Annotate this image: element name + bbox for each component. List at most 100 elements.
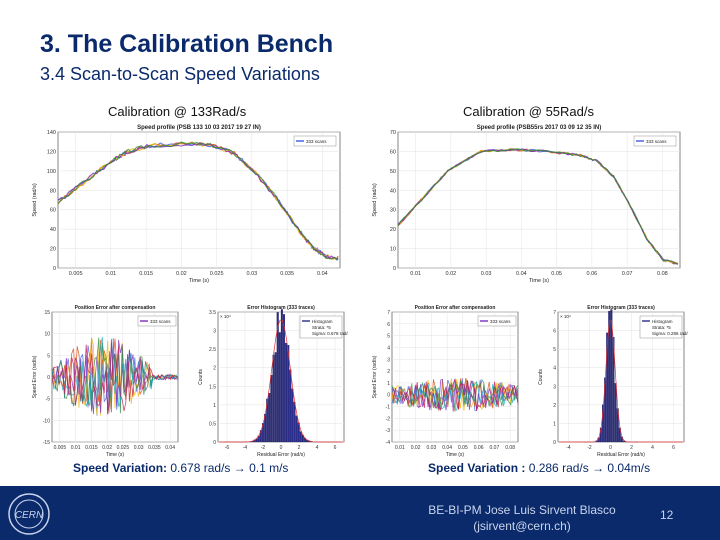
histogram-bar — [610, 309, 613, 443]
y-tick-label: 60 — [50, 208, 56, 214]
y-tick-label: 6 — [387, 322, 390, 328]
x-tick-label: 2 — [630, 445, 633, 451]
y-tick-label: 3 — [213, 329, 216, 335]
column-heading-left: Calibration @ 133Rad/s — [108, 104, 247, 119]
x-tick-label: 0.035 — [280, 271, 294, 277]
speed-variation-left: Speed Variation: 0.678 rad/s → 0.1 m/s — [73, 461, 289, 475]
legend-entry: Strata: *5 — [652, 325, 671, 330]
histogram-bar — [274, 352, 277, 443]
x-axis-label: Time (s) — [529, 278, 549, 284]
histogram-bar — [608, 310, 611, 443]
legend-box — [137, 315, 177, 327]
x-tick-label: 2 — [298, 445, 301, 451]
histogram-bar — [266, 398, 269, 443]
x-tick-label: 0.08 — [505, 445, 515, 451]
y-tick-label: 30 — [390, 208, 396, 214]
y-tick-label: 80 — [50, 188, 56, 194]
x-tick-label: 0.02 — [446, 271, 457, 277]
y-tick-label: -5 — [46, 397, 51, 403]
x-tick-label: 0.035 — [148, 445, 161, 451]
y-tick-label: 120 — [47, 149, 56, 155]
x-tick-label: 0 — [609, 445, 612, 451]
y-tick-label: 40 — [50, 227, 56, 233]
x-tick-label: 0.02 — [411, 445, 421, 451]
y-tick-label: 100 — [47, 169, 56, 175]
error-series-line — [391, 379, 519, 411]
legend-box — [293, 135, 337, 147]
histogram-bar — [291, 388, 294, 443]
x-tick-label: 0.04 — [442, 445, 452, 451]
column-heading-right: Calibration @ 55Rad/s — [463, 104, 594, 119]
y-tick-label: 5 — [387, 334, 390, 340]
histogram-bar — [272, 354, 275, 443]
y-tick-label: 20 — [50, 247, 56, 253]
y-tick-label: -4 — [386, 440, 391, 446]
y-tick-label: -1 — [386, 405, 391, 411]
y-tick-label: 10 — [44, 332, 50, 338]
y-tick-label: 2 — [387, 369, 390, 375]
y-tick-label: 20 — [390, 227, 396, 233]
histogram-bar — [276, 312, 279, 443]
x-tick-label: -2 — [587, 445, 592, 451]
speed-series-line — [57, 142, 339, 260]
speed-series-line — [397, 148, 679, 265]
y-tick-label: 40 — [390, 188, 396, 194]
x-tick-label: 0.04 — [317, 271, 328, 277]
speed-variation-right: Speed Variation : 0.286 rad/s → 0.04m/s — [428, 461, 651, 475]
histogram-bar — [295, 415, 298, 443]
histogram-bar — [287, 345, 290, 443]
histogram-bar — [612, 337, 615, 443]
x-tick-label: 0.005 — [69, 271, 83, 277]
legend-entry: Sigma: 0.678 rad/s — [312, 331, 348, 336]
x-axis-label: Residual Error (rad/s) — [597, 452, 645, 458]
y-axis-label: Speed Error (rad/s) — [32, 355, 38, 398]
x-axis-label: Time (s) — [446, 452, 464, 458]
legend-box — [639, 315, 683, 339]
y-axis-label: Counts — [198, 369, 204, 385]
fit-curve — [219, 319, 343, 443]
legend-entry: Strata: *5 — [312, 325, 331, 330]
x-tick-label: 0.03 — [427, 445, 437, 451]
x-tick-label: 0.03 — [134, 445, 144, 451]
y-tick-label: 0 — [393, 266, 396, 272]
error-histogram-133: -6 -4 -2 0 2 4 6 0 0.5 1 1.5 2 2.5 3 3.5 Error Histogra… — [198, 305, 348, 458]
x-tick-label: 0.05 — [458, 445, 468, 451]
legend-entry: Histogram — [652, 319, 673, 324]
y-tick-label: -10 — [43, 418, 50, 424]
y-tick-label: 7 — [553, 310, 556, 316]
footer-author: BE-BI-PM Jose Luis Sirvent Blasco (jsirv… — [428, 503, 616, 533]
y-axis-label: Speed (rad/s) — [372, 183, 378, 216]
histogram-bar — [601, 404, 604, 443]
x-tick-label: 0.01 — [106, 271, 117, 277]
x-tick-label: 0.02 — [176, 271, 187, 277]
x-tick-label: 6 — [672, 445, 675, 451]
cern-logo-icon: CERN — [8, 493, 50, 535]
y-tick-label: -3 — [386, 428, 391, 434]
x-tick-label: 0.015 — [85, 445, 98, 451]
histogram-bar — [285, 342, 288, 443]
chart-title: Position Error after compensation — [75, 305, 156, 311]
y-tick-label: 0 — [553, 440, 556, 446]
speed-series-line — [57, 142, 339, 260]
x-tick-label: 0.03 — [247, 271, 258, 277]
y-tick-label: 50 — [390, 169, 396, 175]
y-tick-label: 3.5 — [209, 310, 216, 316]
histogram-bar — [606, 332, 609, 443]
x-tick-label: 0.05 — [551, 271, 562, 277]
x-tick-label: 0.01 — [410, 271, 421, 277]
x-tick-label: 0.06 — [587, 271, 598, 277]
x-tick-label: 0.005 — [54, 445, 67, 451]
y-tick-label: 1.5 — [209, 384, 216, 390]
y-tick-label: 0 — [213, 440, 216, 446]
y-multiplier: × 10⁴ — [560, 314, 571, 319]
legend-entry: 333 scans — [490, 319, 511, 324]
y-tick-label: 0 — [53, 266, 56, 272]
histogram-bar — [280, 309, 283, 443]
y-tick-label: 2 — [213, 366, 216, 372]
x-tick-label: -4 — [243, 445, 248, 451]
y-tick-label: -15 — [43, 440, 50, 446]
arrow-icon: → — [233, 461, 246, 475]
plot-area — [57, 131, 341, 269]
plot-area — [397, 131, 681, 269]
x-tick-label: 0.07 — [622, 271, 633, 277]
